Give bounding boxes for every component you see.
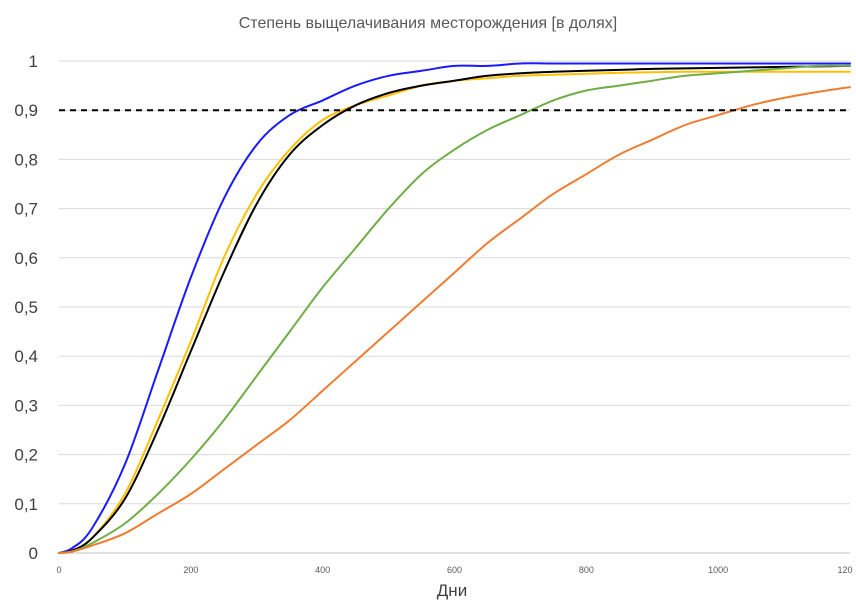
y-tick-label: 0,9	[14, 101, 38, 120]
y-tick-label: 1	[29, 52, 38, 71]
series-line-5	[58, 86, 851, 554]
y-tick-label: 0,5	[14, 298, 38, 317]
x-axis-label: Дни	[437, 581, 467, 600]
y-axis-ticks: 0 0,1 0,2 0,3 0,4 0,5 0,6 0,7 0,8 0,9 1	[14, 52, 38, 563]
x-tick-label: 0	[56, 565, 61, 575]
x-tick-label: 120	[837, 565, 852, 575]
x-tick-label: 800	[579, 565, 594, 575]
x-tick-label: 1000	[708, 565, 728, 575]
y-tick-label: 0,1	[14, 495, 38, 514]
y-tick-label: 0	[29, 544, 38, 563]
x-axis-ticks: 0 200 400 600 800 1000 120	[56, 565, 852, 575]
series-line-4	[58, 64, 851, 554]
y-tick-label: 0,2	[14, 446, 38, 465]
x-tick-label: 400	[315, 565, 330, 575]
y-tick-label: 0,6	[14, 249, 38, 268]
y-tick-label: 0,4	[14, 347, 38, 366]
x-tick-label: 200	[183, 565, 198, 575]
gridlines	[59, 60, 850, 554]
y-tick-label: 0,3	[14, 396, 38, 415]
series-lines	[58, 62, 851, 554]
x-tick-label: 600	[447, 565, 462, 575]
y-tick-label: 0,8	[14, 150, 38, 169]
y-tick-label: 0,7	[14, 200, 38, 219]
chart-title: Степень выщелачивания месторождения [в д…	[239, 15, 618, 32]
series-line-1	[58, 62, 851, 554]
series-line-3	[58, 64, 851, 554]
